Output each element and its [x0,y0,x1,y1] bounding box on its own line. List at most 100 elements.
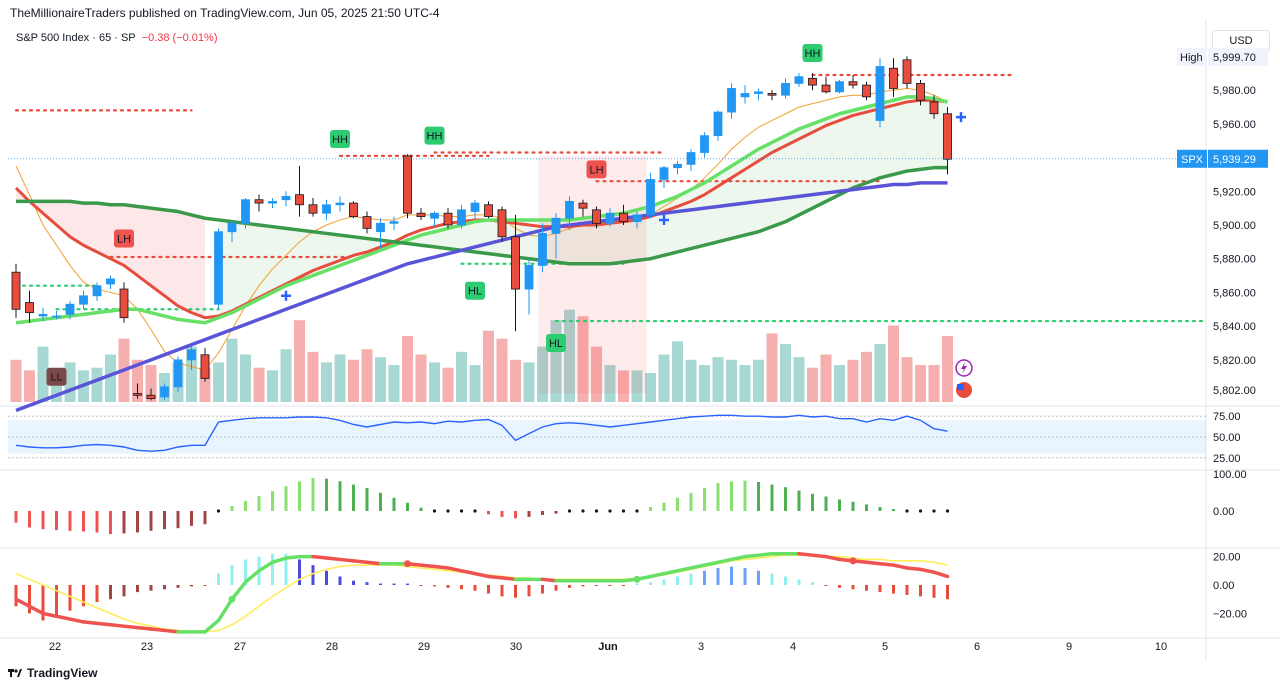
x-tick-label: 22 [49,641,61,653]
candle-body [902,59,912,84]
swing-label: LL [46,367,67,386]
oscillator-bar [487,585,490,594]
volume-bar [766,333,778,402]
oscillator-line-segment [351,559,369,565]
oscillator-line-segment [891,563,909,570]
oscillator-line-segment [243,569,261,584]
candle-body [349,202,358,217]
price-tick-label: 5,840.00 [1213,321,1256,333]
volume-bar [213,362,224,402]
high-tag-label: High [1180,52,1203,64]
oscillator-bar [149,585,153,591]
candle-body [686,152,696,165]
x-tick-label: Jun [598,641,618,653]
histogram-dot [567,509,572,513]
candle-body [227,222,237,233]
histogram-dot [594,509,599,513]
candle-body [808,77,817,86]
swing-label-box [546,334,566,352]
histogram-bar [352,484,355,511]
ma-line-slow-green [16,165,948,266]
candle-body [214,231,223,305]
histogram-bar [28,511,31,528]
candle-body [308,204,318,214]
x-tick-label: 5 [882,641,888,653]
histogram-bar [203,511,207,525]
histogram-bar [365,487,369,511]
candle-body [106,278,115,285]
oscillator-bar [122,585,126,597]
candle-body [713,111,723,137]
tradingview-footer: TradingView [8,666,97,680]
candle-body [524,265,534,290]
swing-label-text: HH [332,134,348,146]
volume-bar [753,359,764,402]
plus-marker [956,112,966,123]
publish-header: TheMillionaireTraders published on Tradi… [10,6,440,20]
swing-label: LH [586,160,607,179]
oscillator-bar [230,565,234,585]
histogram-dot [432,509,437,513]
oscillator-bar [446,585,450,588]
candle-body [754,91,763,94]
histogram-bar [892,509,895,511]
oscillator-bar [460,585,463,590]
histogram-bar [500,511,504,517]
candle-body [335,202,345,206]
oscillator-bar [82,585,85,607]
oscillator-bar [865,585,868,591]
volume-bar [253,367,265,402]
oscillator-bar [55,585,58,617]
volume-bar [10,359,22,402]
volume-bar [321,362,332,402]
volume-bar [132,359,143,402]
candle-body [551,217,561,234]
oscillator-line-segment [54,614,72,621]
oscillator-bar [892,585,895,594]
volume-bar [240,354,251,402]
volume-bar [145,365,157,402]
oscillator-bar [743,567,747,585]
candle-body [673,163,682,169]
swing-label-text: HL [468,286,482,298]
x-tick-label: 6 [974,641,980,653]
last-tag-value-bg [1208,149,1268,168]
swing-label-text: LL [50,372,62,384]
histogram-dot [216,509,221,513]
volume-bar [874,343,886,402]
oscillator-bar [136,585,139,593]
volume-bar [523,362,535,402]
swing-label: LH [114,229,134,248]
oscillator-bar [797,579,801,585]
histogram-bar [662,502,666,511]
volume-bar [64,362,76,402]
histogram-bar [878,507,882,511]
swing-label: HH [424,126,445,145]
histogram-bar [95,511,99,533]
high-tag-value-bg [1208,47,1268,66]
volume-bar [280,349,292,402]
histogram-bar [257,496,261,511]
volume-bar [618,370,629,402]
swing-label: HH [802,44,823,63]
price-change: −0.38 (−0.01%) [141,32,218,44]
rsi-line [15,414,948,452]
volume-bar [820,354,832,402]
histogram-bar [824,496,828,511]
histogram-bar [811,493,814,511]
candle-body [25,302,34,314]
candle-body [173,359,183,388]
rsi-band [8,420,1206,454]
oscillator-bar [649,582,652,585]
volume-bar [780,343,791,402]
oscillator-bar [595,585,598,586]
oscillator-line-segment [662,569,680,576]
histogram-bar [797,490,801,511]
histogram-bar [55,511,58,531]
currency-button[interactable]: USD [1212,30,1270,52]
histogram-bar [419,507,423,511]
price-tick-label: 5,960.00 [1213,119,1256,131]
oscillator-line-segment [459,569,477,576]
oscillator-line-segment [810,553,828,559]
